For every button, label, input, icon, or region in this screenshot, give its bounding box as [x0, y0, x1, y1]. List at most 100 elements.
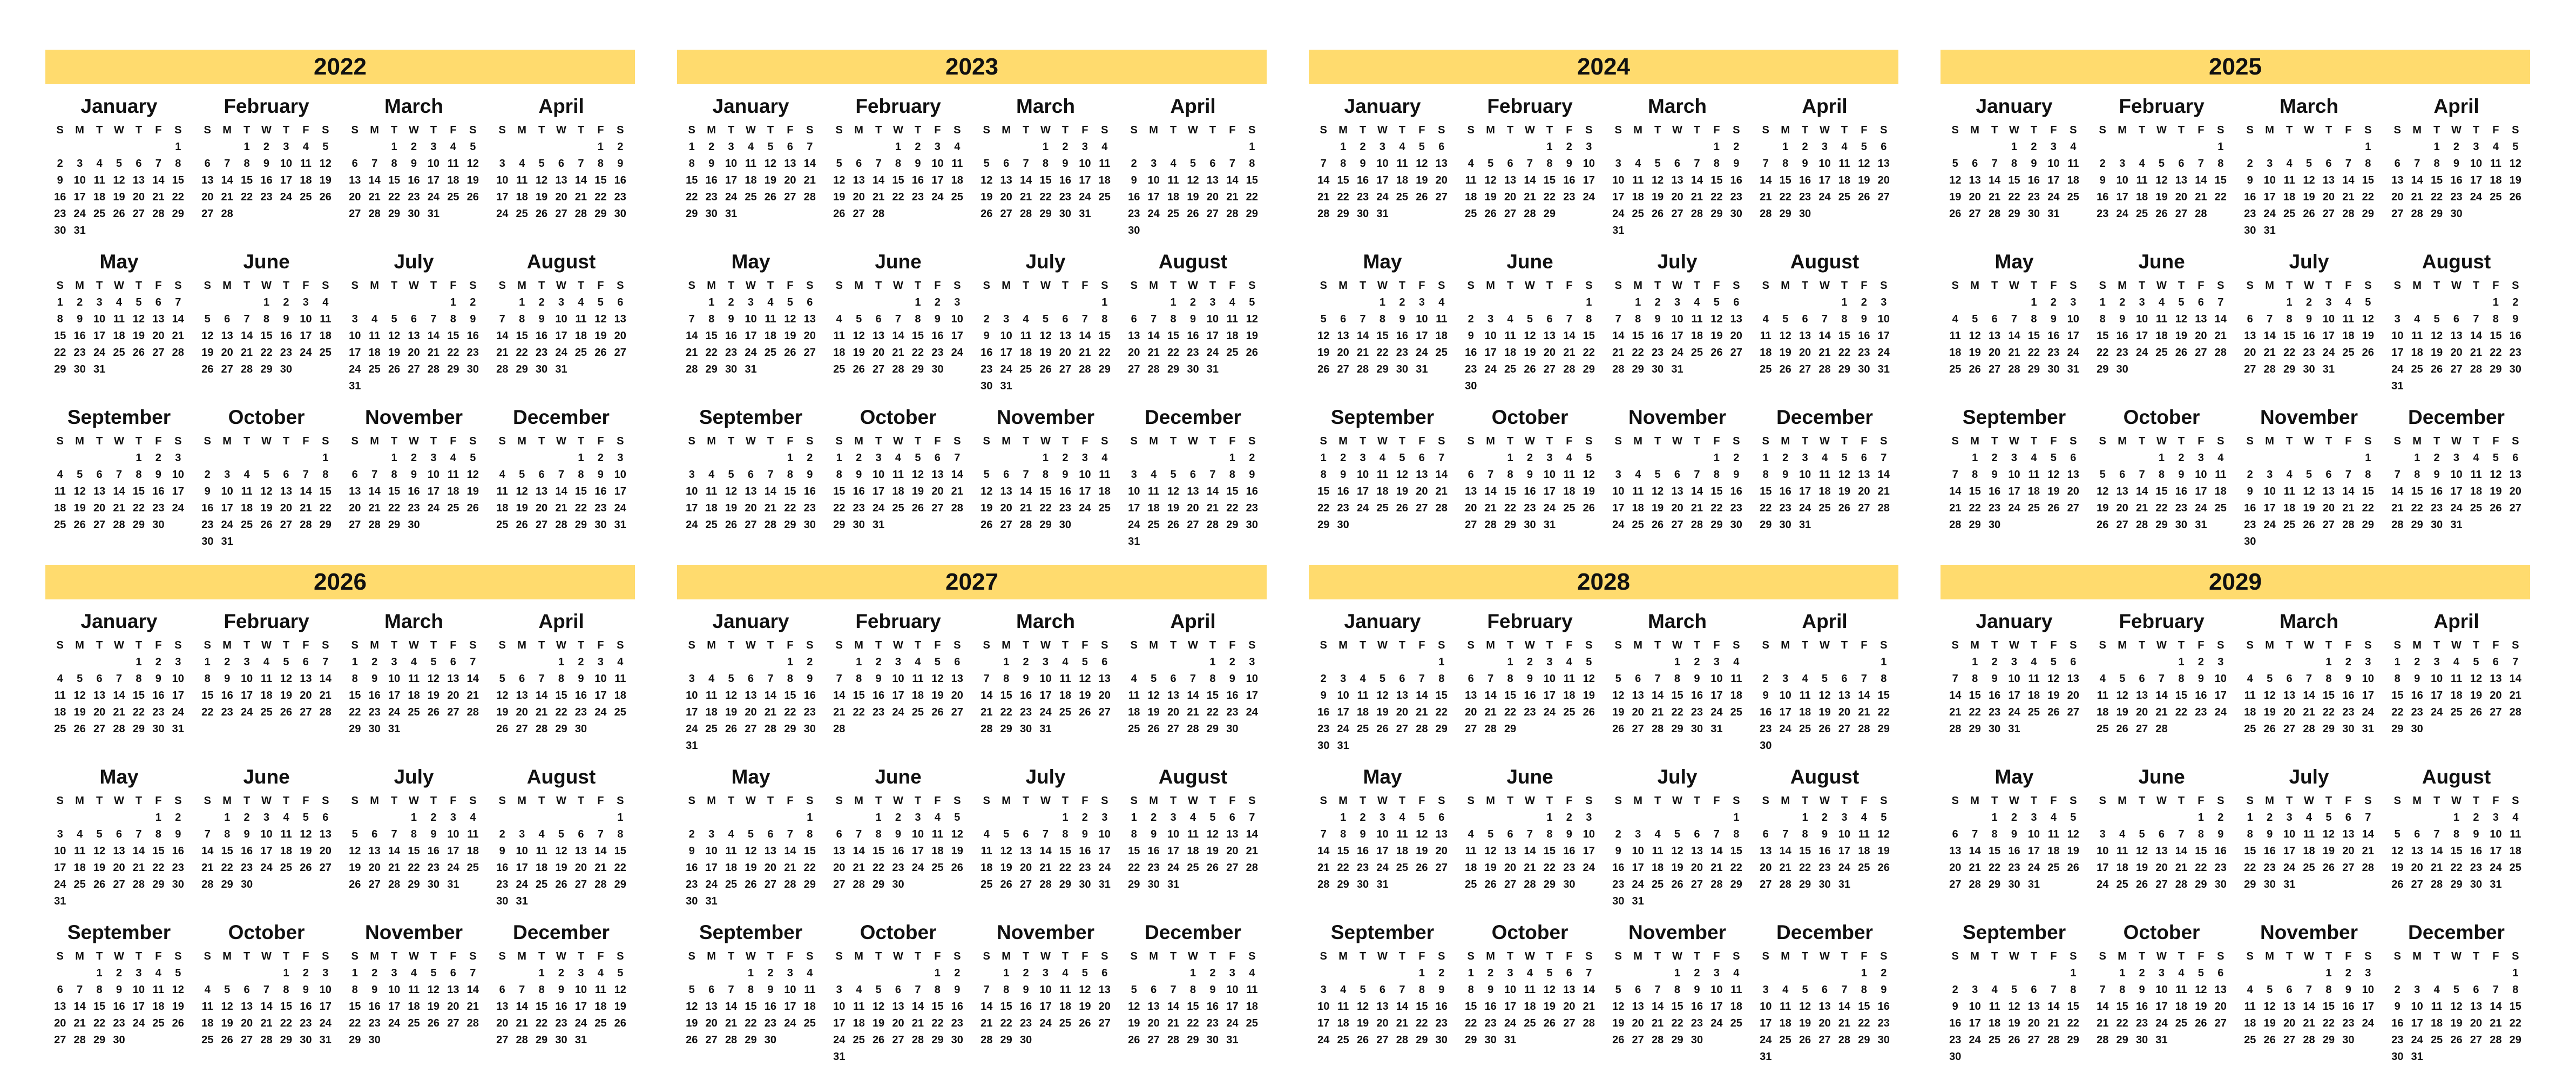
day-cell: 15: [1206, 690, 1219, 701]
day-cell: 15: [2450, 845, 2463, 857]
day-cell: 3: [2217, 656, 2224, 668]
day-cell: 9: [1023, 673, 1029, 685]
day-cell: 23: [2244, 208, 2256, 220]
weekday-label: T: [727, 280, 735, 292]
day-cell: 6: [1861, 452, 1867, 464]
day-cell: 24: [2135, 347, 2148, 359]
day-cell: 27: [201, 208, 214, 220]
weekday-label: M: [75, 435, 84, 447]
day-cell: 8: [96, 984, 103, 996]
day-cell: 4: [450, 452, 456, 464]
day-cell: 17: [705, 862, 718, 874]
weekday-label: W: [409, 950, 419, 962]
day-cell: 29: [1416, 1034, 1428, 1046]
day-cell: 25: [2342, 347, 2355, 359]
day-cell: 4: [1952, 313, 1958, 325]
day-cell: 29: [319, 519, 332, 531]
month-february: February S M T W T F S 1 2 3 4 5 6 7 8 9 10 11 12 13 14 15 16 17…: [1456, 94, 1604, 249]
weekday-label: F: [1229, 280, 1236, 292]
day-cell: 13: [1563, 984, 1576, 996]
weekday-label: W: [746, 950, 756, 962]
weekday-label: T: [1398, 124, 1406, 136]
day-cell: 29: [803, 879, 816, 890]
day-cell: 18: [2155, 330, 2168, 342]
weekday-label: T: [1801, 280, 1809, 292]
day-cell: 3: [1972, 984, 1978, 996]
day-cell: 20: [2244, 347, 2256, 359]
weekday-label: S: [2246, 950, 2254, 962]
weekday-label: S: [498, 639, 506, 651]
day-cell: 25: [1779, 1034, 1791, 1046]
day-cell: 5: [470, 141, 476, 153]
day-cell: 28: [1147, 363, 1160, 375]
day-cell: 21: [803, 174, 816, 186]
month-january: January S M T W T F S 1 2 3 4 5 6 7 8 9 10 11 12 13 14 15 16 17 1…: [1941, 94, 2088, 249]
weekday-label: F: [1081, 639, 1088, 651]
day-cell: 24: [833, 1034, 846, 1046]
weekday-label: F: [2198, 639, 2205, 651]
month-name: August: [2422, 251, 2491, 273]
day-cell: 30: [1484, 1034, 1497, 1046]
empty-cell: [1628, 965, 1647, 982]
day-cell: 21: [1988, 191, 2001, 203]
day-cell: 2: [2305, 296, 2313, 308]
day-cell: 10: [1337, 690, 1349, 701]
day-cell: 28: [221, 208, 233, 220]
day-cell: 27: [1435, 191, 1448, 203]
day-cell: 16: [113, 1001, 125, 1013]
month-april: April S M T W T F S 1 2 3 4 5 6 7 8 9 10 11 12 13 14 15 16 17 18 1…: [1751, 94, 1898, 249]
empty-cell: [977, 294, 996, 311]
day-cell: 18: [705, 502, 718, 514]
day-cell: 8: [708, 313, 715, 325]
day-cell: 1: [538, 967, 545, 979]
weekday-label: S: [1130, 435, 1138, 447]
weekday-label: S: [1130, 639, 1138, 651]
weekday-label: S: [983, 795, 990, 807]
day-cell: 14: [1779, 845, 1791, 857]
day-cell: 30: [1949, 1051, 1962, 1063]
day-cell: 12: [2116, 690, 2128, 701]
day-cell: 9: [302, 984, 309, 996]
day-cell: 20: [2450, 347, 2463, 359]
day-cell: 22: [1435, 706, 1448, 718]
weekday-label: T: [767, 435, 774, 447]
day-cell: 15: [2322, 1001, 2335, 1013]
day-cell: 7: [1615, 313, 1621, 325]
empty-cell: [682, 450, 701, 467]
day-cell: 3: [558, 296, 565, 308]
empty-cell: [512, 654, 531, 671]
day-cell: 14: [1949, 485, 1962, 497]
day-cell: 19: [784, 330, 796, 342]
day-cell: 6: [1546, 313, 1553, 325]
weekday-label: F: [1229, 950, 1236, 962]
month-name: July: [1025, 251, 1066, 273]
day-cell: 22: [2362, 502, 2374, 514]
day-cell: 13: [931, 469, 944, 481]
weekday-label: M: [1633, 280, 1642, 292]
day-cell: 18: [1651, 862, 1664, 874]
weekday-label: S: [1951, 795, 1959, 807]
day-cell: 15: [280, 1001, 293, 1013]
day-cell: 31: [349, 380, 361, 392]
day-cell: 10: [686, 690, 698, 701]
day-cell: 15: [892, 174, 904, 186]
day-cell: 19: [2303, 502, 2315, 514]
day-cell: 10: [1484, 330, 1497, 342]
day-cell: 13: [447, 984, 459, 996]
day-cell: 28: [764, 519, 777, 531]
weekday-label: T: [96, 950, 103, 962]
day-cell: 26: [1583, 502, 1595, 514]
day-cell: 13: [1098, 984, 1111, 996]
day-cell: 18: [2283, 502, 2296, 514]
empty-cell: [256, 450, 276, 467]
day-cell: 9: [371, 673, 378, 685]
day-cell: 20: [132, 191, 145, 203]
weekday-label: F: [597, 639, 604, 651]
day-cell: 12: [686, 1001, 698, 1013]
day-cell: 15: [833, 485, 846, 497]
day-cell: 1: [351, 656, 358, 668]
empty-cell: [1124, 139, 1144, 156]
day-cell: 21: [981, 706, 993, 718]
day-cell: 24: [931, 191, 944, 203]
weekday-label: M: [2412, 950, 2422, 962]
